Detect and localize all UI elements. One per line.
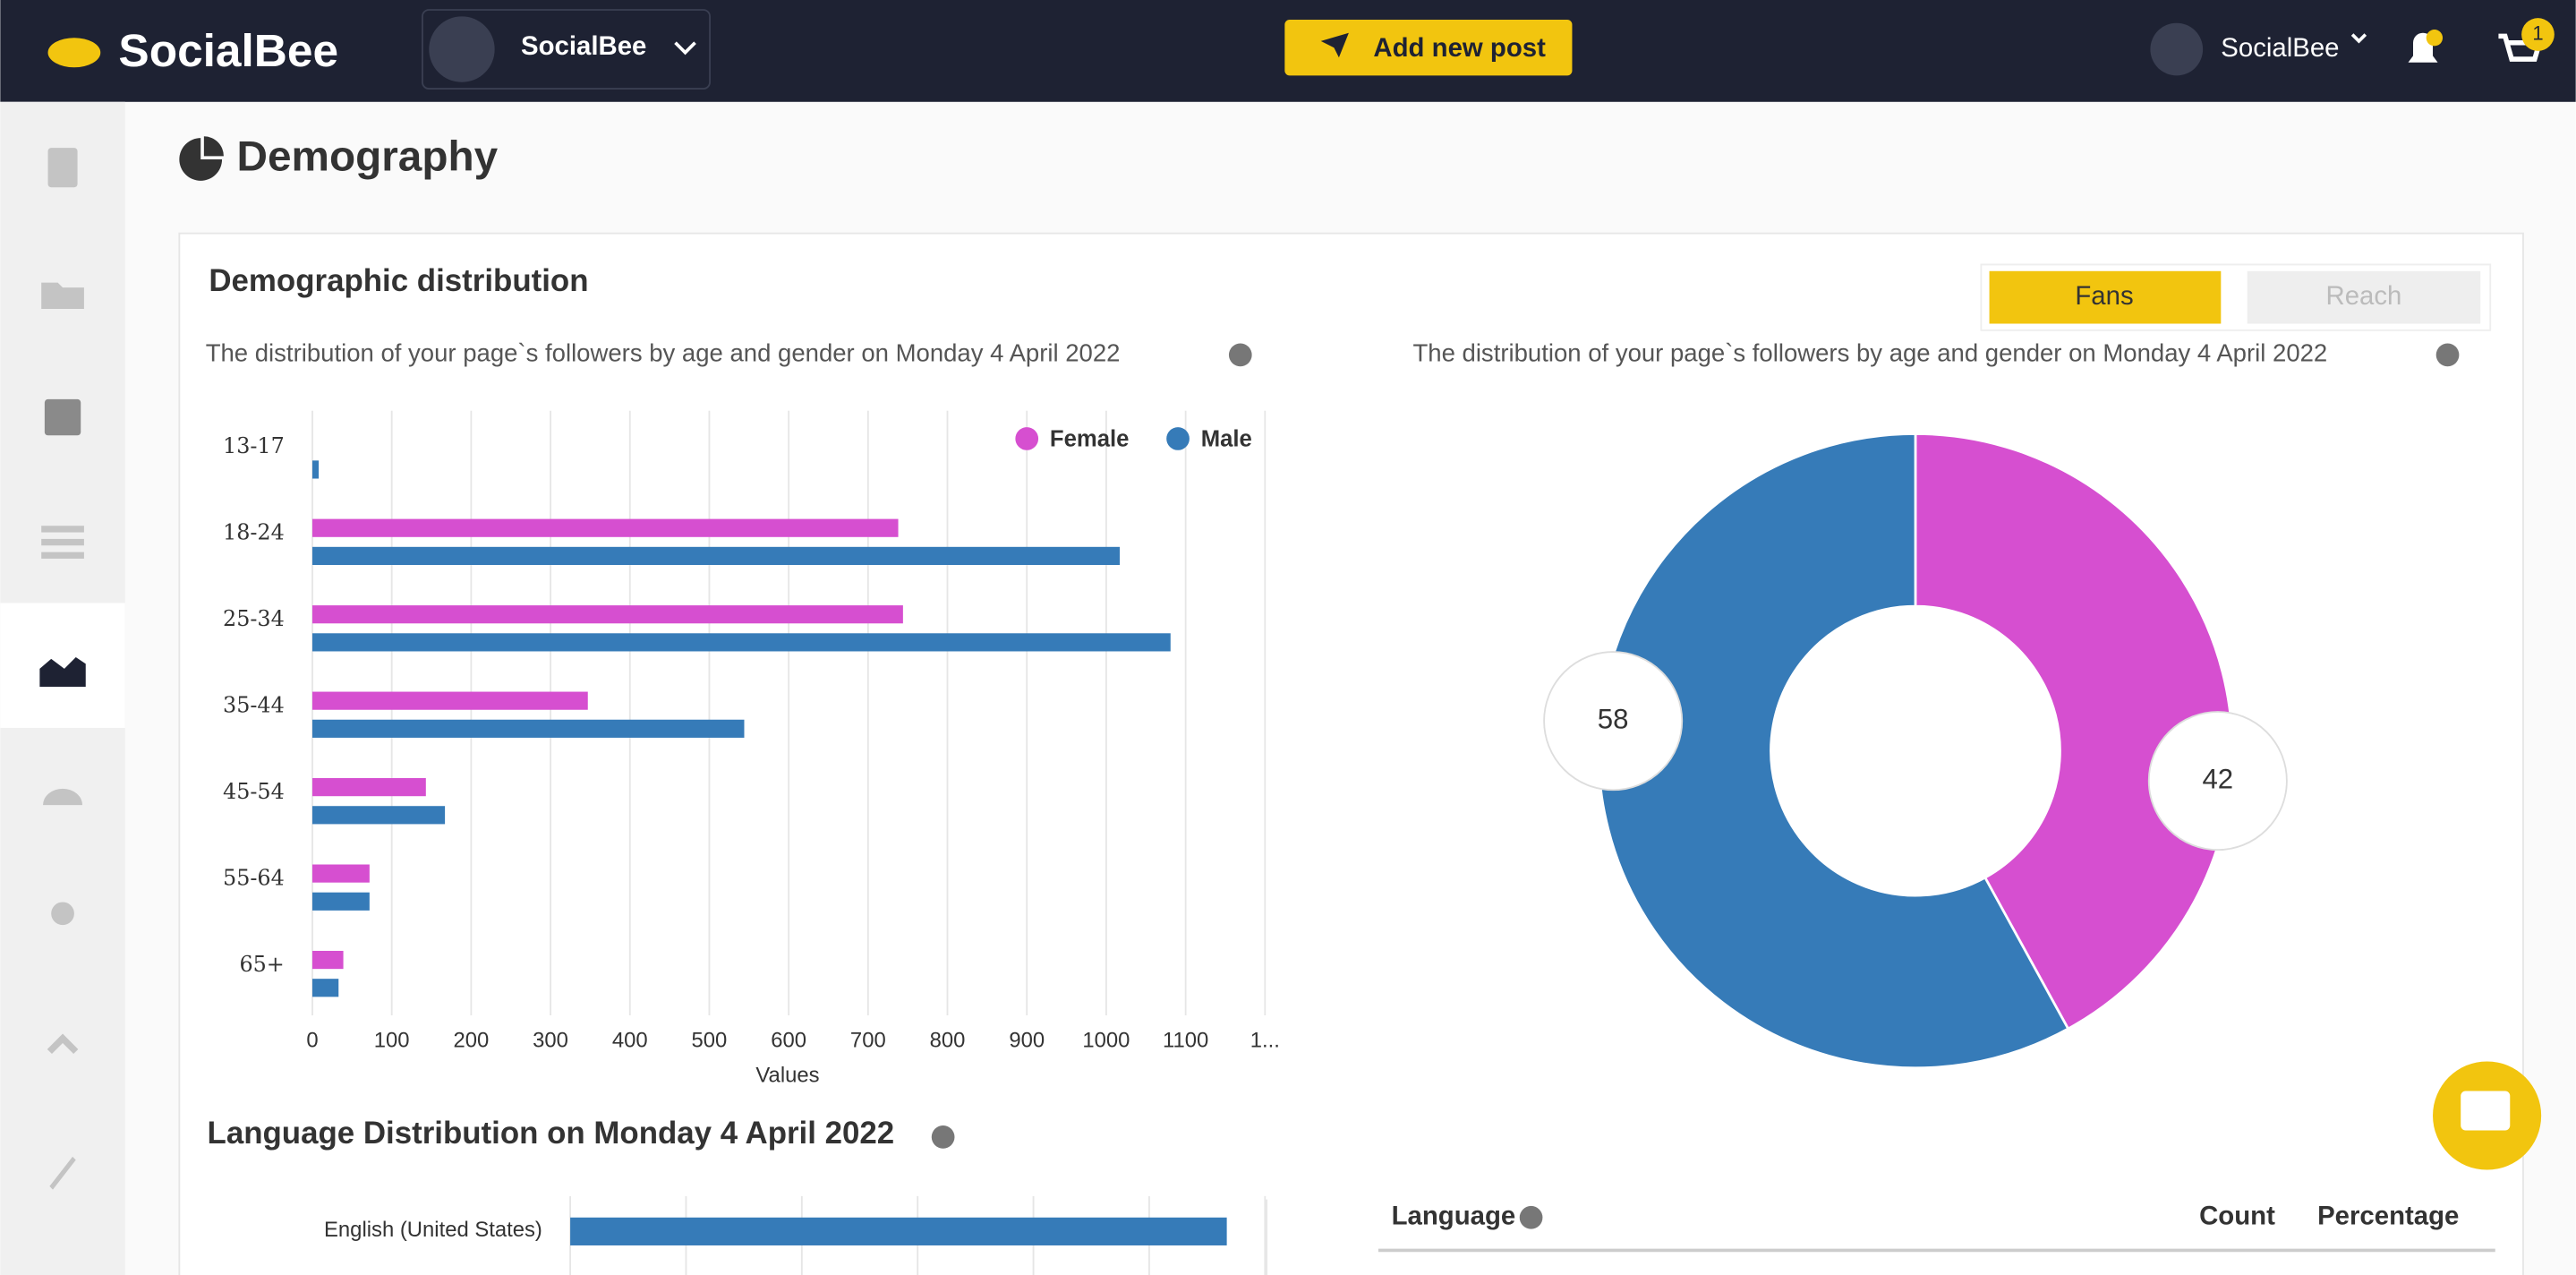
add-post-label: Add new post: [1373, 33, 1546, 63]
y-tick-label: 35-44: [223, 693, 285, 718]
y-tick-label: 55-64: [223, 866, 285, 891]
send-icon: [1320, 32, 1349, 58]
bar: [311, 691, 588, 710]
x-tick-label: 600: [771, 1029, 806, 1053]
y-tick-label: 13-17: [223, 433, 285, 458]
cart-badge-bg: [2521, 18, 2555, 51]
x-tick-label: 300: [533, 1029, 568, 1053]
bar: [311, 806, 446, 825]
x-tick-label: 900: [1009, 1029, 1045, 1053]
x-tick-label: 0: [306, 1029, 318, 1053]
cart-badge: 1: [2532, 21, 2543, 44]
y-tick-label: 18-24: [223, 520, 285, 545]
page-title: Demography: [237, 133, 499, 181]
info-icon[interactable]: [1519, 1205, 1543, 1229]
nav-link[interactable]: [47, 1033, 79, 1055]
user-name[interactable]: SocialBee: [2221, 33, 2339, 63]
info-icon[interactable]: [2435, 343, 2460, 367]
table-header: Percentage: [2317, 1202, 2459, 1231]
nav-users[interactable]: [51, 902, 74, 926]
charts: 0 100 200 300 400 500 600 700 800 900 1000 1100 1...…: [223, 410, 2288, 1275]
bar: [311, 546, 1120, 565]
account-name: SocialBee: [521, 31, 646, 61]
x-tick-label: 800: [930, 1029, 966, 1053]
donut-slice: [1914, 432, 2234, 1031]
add-post-button[interactable]: [1284, 20, 1573, 76]
info-icon[interactable]: [1228, 343, 1252, 367]
y-tick-label: English (United States): [324, 1218, 542, 1242]
bar: [311, 518, 899, 537]
donut-slice: [1597, 432, 2070, 1070]
chat-icon: [2461, 1091, 2511, 1131]
bell-dot: [2426, 30, 2444, 47]
legend-label: Male: [1201, 427, 1252, 452]
legend-marker: [1015, 427, 1039, 450]
user-avatar[interactable]: [2150, 22, 2204, 76]
dropdown-arrow[interactable]: [674, 41, 696, 56]
bar: [311, 460, 320, 479]
value-label: 42: [2202, 763, 2233, 794]
reach-label[interactable]: Reach: [2326, 281, 2402, 311]
bar: [311, 950, 344, 970]
page-icon: [179, 136, 224, 181]
fans-label[interactable]: Fans: [2075, 281, 2133, 311]
account-switcher[interactable]: [422, 9, 711, 90]
logo-icon: [47, 38, 101, 68]
bar: [311, 778, 426, 797]
y-tick-label: 25-34: [223, 606, 285, 631]
x-tick-label: 1100: [1163, 1029, 1208, 1053]
fans-button[interactable]: [1989, 270, 2222, 324]
table-header: Count: [2199, 1202, 2275, 1231]
legend-label: Female: [1050, 427, 1130, 452]
y-tick-label: 65+: [239, 952, 284, 977]
nav-rocket[interactable]: [49, 1156, 76, 1190]
nav-clipboard[interactable]: [47, 148, 78, 188]
table-header: Language: [1392, 1202, 1516, 1231]
x-tick-label: 500: [692, 1029, 728, 1053]
brand[interactable]: SocialBee: [118, 24, 338, 76]
nav-list[interactable]: [41, 526, 84, 533]
reach-button[interactable]: [2247, 270, 2481, 324]
sidebar-icons: [39, 148, 86, 1190]
bar: [311, 633, 1171, 652]
bar: [311, 864, 370, 883]
nav-folder[interactable]: [41, 282, 84, 309]
card-title: Demographic distribution: [209, 263, 588, 298]
bar: [311, 979, 339, 997]
value-bubble: [1543, 651, 1684, 792]
nav-bell[interactable]: [43, 788, 83, 806]
bar: [570, 1217, 1227, 1245]
x-tick-label: 400: [612, 1029, 648, 1053]
bar: [311, 719, 745, 738]
y-tick-label: 45-54: [223, 779, 285, 804]
x-axis-label: Values: [755, 1063, 819, 1087]
bar: [311, 892, 370, 911]
bar: [311, 605, 903, 624]
account-avatar: [429, 16, 495, 82]
x-tick-label: 1000: [1082, 1029, 1130, 1053]
x-tick-label: 1...: [1250, 1029, 1280, 1053]
language-title: Language Distribution on Monday 4 April …: [208, 1116, 895, 1151]
x-tick-label: 200: [453, 1029, 489, 1053]
user-arrow[interactable]: [2350, 33, 2367, 44]
legend-marker: [1166, 427, 1190, 450]
value-bubble: [2147, 711, 2288, 851]
sidebar-active: [0, 603, 125, 728]
x-tick-label: 100: [374, 1029, 410, 1053]
value-label: 58: [1598, 703, 1629, 734]
nav-calendar[interactable]: [44, 398, 81, 436]
info-icon[interactable]: [931, 1125, 955, 1149]
donut-subtitle: The distribution of your page`s follower…: [1412, 339, 2327, 367]
bar-subtitle: The distribution of your page`s follower…: [206, 339, 1121, 367]
x-tick-label: 700: [850, 1029, 886, 1053]
nav-analytics[interactable]: [39, 657, 86, 688]
